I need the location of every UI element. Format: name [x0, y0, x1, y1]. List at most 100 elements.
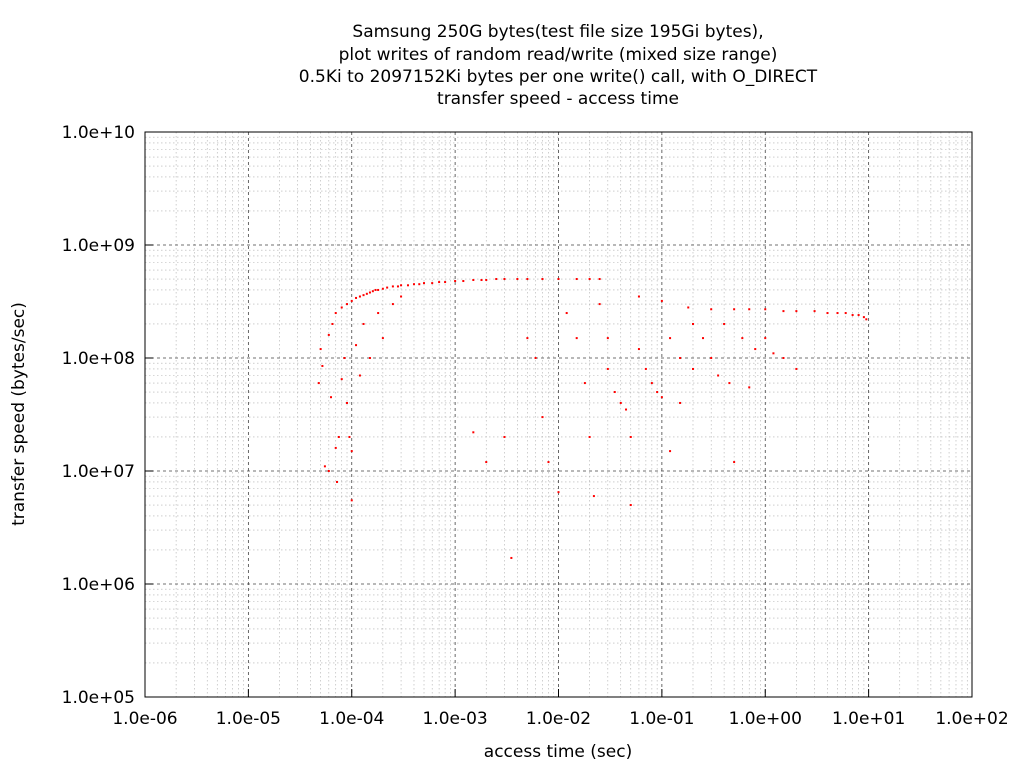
- data-point: [472, 431, 475, 434]
- data-point: [650, 382, 653, 385]
- data-point: [795, 310, 798, 313]
- data-point: [431, 282, 434, 285]
- x-tick-label: 1.0e-03: [422, 709, 487, 729]
- y-tick-label: 1.0e+08: [62, 349, 135, 369]
- data-point: [330, 396, 333, 399]
- data-point: [795, 367, 798, 370]
- data-point: [598, 303, 601, 306]
- data-point: [851, 314, 854, 317]
- data-point: [660, 396, 663, 399]
- data-point: [592, 495, 595, 498]
- data-point: [331, 322, 334, 325]
- x-tick-label: 1.0e-02: [526, 709, 591, 729]
- data-point: [374, 288, 377, 291]
- data-point: [346, 401, 349, 404]
- y-tick-label: 1.0e+05: [62, 688, 135, 708]
- data-point: [637, 348, 640, 351]
- data-point: [526, 278, 529, 281]
- data-point: [495, 278, 498, 281]
- chart-title-line-2: plot writes of random read/write (mixed …: [339, 45, 778, 65]
- data-point: [355, 296, 358, 299]
- data-point: [669, 450, 672, 453]
- data-point: [862, 316, 865, 319]
- data-point: [472, 279, 475, 282]
- data-point: [346, 303, 349, 306]
- data-point: [348, 435, 351, 438]
- data-point: [679, 401, 682, 404]
- data-point: [350, 499, 353, 502]
- data-point: [516, 278, 519, 281]
- data-point: [336, 480, 339, 483]
- data-point: [321, 364, 324, 367]
- chart-title-line-4: transfer speed - access time: [437, 89, 679, 109]
- data-point: [710, 308, 713, 311]
- chart-title-line-3: 0.5Ki to 2097152Ki bytes per one write()…: [299, 67, 818, 87]
- x-tick-label: 1.0e-04: [319, 709, 384, 729]
- data-point: [534, 357, 537, 359]
- data-point: [575, 337, 578, 340]
- data-point: [625, 408, 628, 411]
- data-point: [377, 312, 380, 315]
- data-point: [343, 357, 346, 359]
- data-point: [462, 280, 465, 283]
- data-point: [782, 310, 785, 313]
- data-point: [381, 337, 384, 340]
- data-point: [340, 306, 343, 309]
- data-point: [327, 333, 330, 336]
- data-point: [400, 295, 403, 298]
- data-point: [358, 374, 361, 377]
- data-point: [764, 337, 767, 340]
- data-point: [660, 299, 663, 302]
- data-point: [350, 299, 353, 302]
- data-point: [710, 357, 713, 359]
- data-point: [865, 318, 868, 321]
- data-point: [723, 322, 726, 325]
- data-point: [717, 374, 720, 377]
- data-point: [337, 435, 340, 438]
- data-point: [606, 367, 609, 370]
- data-point: [598, 278, 601, 281]
- data-point: [644, 367, 647, 370]
- data-point: [613, 391, 616, 394]
- data-point: [323, 465, 326, 468]
- data-point: [629, 435, 632, 438]
- data-point: [733, 461, 736, 464]
- data-point: [503, 435, 506, 438]
- data-point: [377, 288, 380, 291]
- data-point: [438, 281, 441, 284]
- data-point: [813, 310, 816, 313]
- data-point: [340, 378, 343, 381]
- data-point: [365, 292, 368, 295]
- data-point: [362, 322, 365, 325]
- data-point: [836, 312, 839, 315]
- data-point: [826, 312, 829, 315]
- chart-title-line-1: Samsung 250G bytes(test file size 195Gi …: [352, 22, 763, 42]
- data-point: [656, 391, 659, 394]
- data-point: [637, 295, 640, 298]
- y-tick-label: 1.0e+09: [62, 236, 135, 256]
- data-point: [334, 312, 337, 315]
- data-point: [355, 344, 358, 347]
- data-point: [400, 284, 403, 287]
- data-point: [687, 306, 690, 309]
- data-point: [754, 348, 757, 351]
- data-point: [386, 286, 389, 289]
- data-point: [327, 470, 330, 472]
- data-point: [362, 294, 365, 297]
- data-point: [406, 284, 409, 287]
- data-points: [317, 278, 868, 559]
- data-point: [423, 282, 426, 285]
- tick-labels: 1.0e-06 1.0e-05 1.0e-04 1.0e-03 1.0e-02 1.0e-…: [62, 123, 1009, 729]
- data-point: [541, 278, 544, 281]
- data-point: [669, 337, 672, 340]
- y-axis-label: transfer speed (bytes/sec): [9, 302, 29, 526]
- data-point: [368, 291, 371, 294]
- data-point: [319, 348, 322, 351]
- data-point: [480, 279, 483, 282]
- data-point: [741, 337, 744, 340]
- x-tick-label: 1.0e+02: [935, 709, 1008, 729]
- data-point: [772, 352, 775, 355]
- data-point: [317, 382, 320, 385]
- data-point: [691, 367, 694, 370]
- data-point: [629, 504, 632, 507]
